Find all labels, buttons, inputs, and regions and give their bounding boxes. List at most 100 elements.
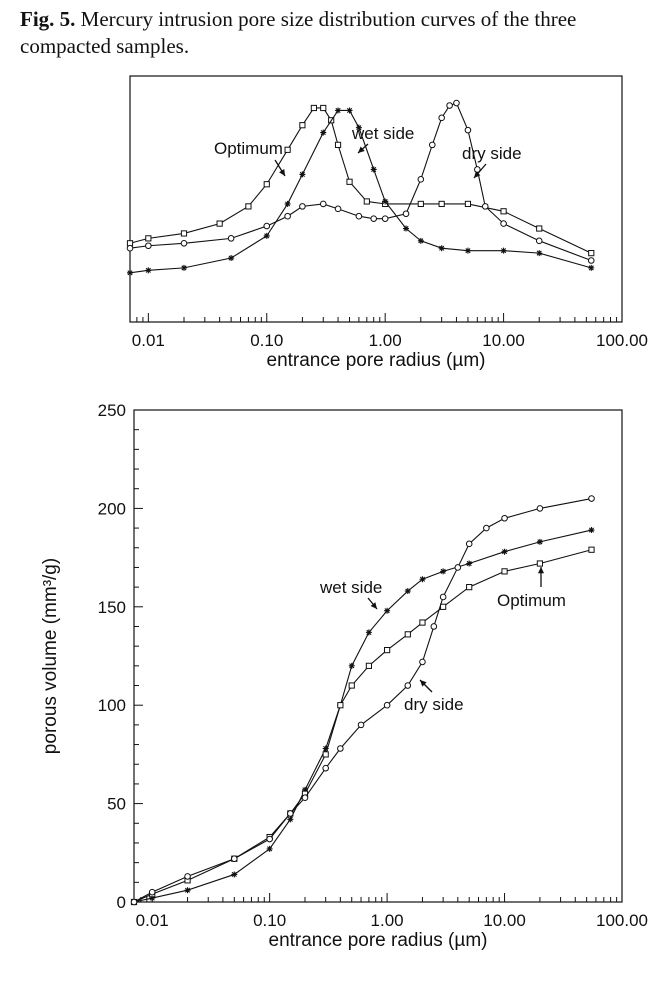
bottom-x-tick-label: 10.00 [483, 911, 526, 930]
bottom-point-optimum [419, 619, 426, 626]
bottom-point-dry-side [184, 873, 191, 880]
bottom-x-tick-label: 0.10 [253, 911, 286, 930]
top-x-tick-label: 10.00 [482, 331, 525, 350]
bottom-point-optimum [501, 568, 508, 575]
top-point-dry-side [263, 222, 271, 230]
top-x-ticks [129, 313, 623, 322]
bottom-point-optimum [365, 662, 373, 669]
top-point-dry-side [319, 200, 327, 208]
bottom-point-wet-side [322, 745, 329, 752]
figure-caption: Fig. 5. Mercury intrusion pore size dist… [20, 6, 655, 60]
top-point-dry-side [417, 176, 425, 183]
bottom-point-dry-side [501, 514, 508, 522]
top-point-optimum [320, 104, 327, 112]
bottom-y-tick-label: 250 [98, 401, 126, 420]
top-point-optimum [536, 225, 543, 232]
bottom-point-wet-side [384, 607, 391, 614]
bottom-point-wet-side [404, 588, 411, 595]
bottom-x-tick-label: 100.00 [596, 911, 648, 930]
top-point-dry-side [284, 212, 291, 220]
top-point-wet-side [127, 269, 133, 276]
top-point-wet-side [299, 171, 306, 178]
top-point-dry-side [500, 220, 507, 227]
top-annotation-wet-side: wet side [351, 124, 414, 143]
bottom-point-dry-side [230, 855, 238, 863]
bottom-point-optimum [440, 603, 447, 610]
bottom-y-tick-label: 150 [98, 598, 126, 617]
top-point-optimum [180, 230, 188, 237]
bottom-point-dry-side [357, 721, 365, 729]
bottom-y-tick-label: 0 [117, 893, 126, 912]
bottom-point-dry-side [454, 564, 462, 571]
top-point-dry-side [227, 235, 235, 242]
top-point-optimum [216, 220, 223, 227]
top-point-wet-side [228, 255, 235, 262]
bottom-point-dry-side [130, 898, 138, 906]
bottom-point-wet-side [348, 662, 355, 669]
bottom-point-optimum [383, 646, 391, 654]
top-point-optimum [263, 181, 270, 188]
bottom-point-dry-side [465, 540, 473, 548]
bottom-x-tick-label: 0.01 [136, 911, 169, 930]
bottom-point-dry-side [148, 888, 156, 896]
top-point-wet-side [284, 200, 291, 207]
bottom-point-wet-side [365, 629, 372, 636]
top-point-optimum [588, 250, 595, 257]
top-point-optimum [245, 203, 252, 210]
top-point-wet-side [382, 198, 389, 205]
top-annotation-arrowhead [474, 171, 481, 178]
bottom-annotation-optimum: Optimum [497, 591, 566, 610]
top-point-wet-side [403, 225, 410, 232]
top-annotation-arrowhead [358, 146, 365, 153]
bottom-y-tick-label: 200 [98, 499, 126, 518]
top-point-wet-side [145, 267, 152, 274]
bottom-point-wet-side [266, 845, 273, 852]
top-point-wet-side [335, 107, 342, 114]
bottom-point-dry-side [536, 505, 544, 512]
bottom-point-dry-side [419, 658, 426, 666]
bottom-point-wet-side [419, 576, 426, 583]
top-point-dry-side [428, 141, 436, 149]
top-x-axis-title: entrance pore radius (µm) [267, 350, 486, 371]
bottom-x-axis-title: entrance pore radius (µm) [269, 930, 488, 951]
top-point-dry-side [481, 203, 489, 210]
bottom-y-tick-label: 50 [107, 795, 126, 814]
bottom-point-dry-side [439, 593, 447, 601]
top-annotation-dry-side: dry side [462, 144, 522, 163]
top-point-wet-side [464, 247, 471, 254]
bottom-point-dry-side [266, 835, 273, 843]
bottom-point-wet-side [536, 538, 543, 545]
top-point-optimum [145, 235, 152, 242]
bottom-plot-frame [133, 409, 623, 903]
bottom-point-optimum [588, 546, 595, 553]
top-point-wet-side [417, 237, 424, 244]
bottom-point-dry-side [430, 623, 438, 630]
top-point-dry-side [381, 215, 389, 222]
top-point-wet-side [500, 247, 507, 254]
top-point-wet-side [263, 232, 270, 239]
bottom-annotation-dry-side: dry side [404, 695, 464, 714]
bottom-point-optimum [348, 682, 355, 689]
top-point-wet-side [320, 129, 327, 136]
bottom-point-dry-side [337, 745, 344, 752]
bottom-point-wet-side [184, 887, 191, 894]
top-point-dry-side [464, 126, 472, 134]
top-point-optimum [417, 200, 424, 208]
bottom-point-dry-side [404, 682, 412, 689]
bottom-x-tick-label: 1.00 [371, 911, 404, 930]
bottom-point-wet-side [287, 816, 294, 823]
bottom-point-wet-side [302, 786, 309, 793]
top-point-optimum [284, 146, 291, 153]
bottom-point-wet-side [440, 568, 447, 575]
top-point-dry-side [535, 237, 543, 245]
bottom-point-optimum [404, 631, 411, 638]
top-point-optimum [310, 104, 317, 112]
bottom-line-dry-side [133, 498, 592, 903]
top-point-optimum [500, 208, 507, 215]
bottom-point-wet-side [231, 871, 238, 878]
top-point-optimum [299, 122, 306, 129]
bottom-series-dry-side [130, 495, 595, 906]
top-x-tick-label: 0.10 [250, 331, 283, 350]
top-series-wet-side [127, 107, 595, 276]
